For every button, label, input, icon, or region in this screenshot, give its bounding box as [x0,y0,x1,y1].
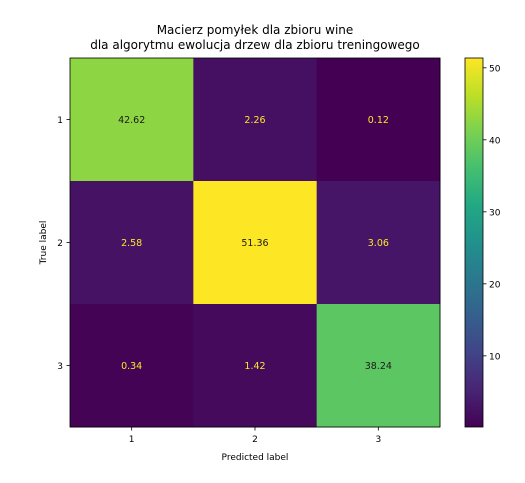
heatmap-cell [193,58,318,182]
cell-value-label: 42.62 [118,115,145,126]
colorbar-tick-label: 50 [489,64,501,74]
chart-title-line-2: dla algorytmu ewolucja drzew dla zbioru … [90,38,420,52]
colorbar-tick-label: 30 [489,208,501,218]
heatmap-cell [193,181,318,305]
heatmap-cells [70,58,441,428]
heatmap-cell [70,181,194,305]
cell-value-label: 38.24 [365,361,392,372]
heatmap-cell [316,181,441,305]
cell-value-label: 51.36 [241,238,268,249]
y-axis-label: True label [39,221,49,266]
cell-value-label: 0.34 [121,361,142,372]
y-tick-label: 3 [57,362,63,372]
heatmap-cell-labels: 42.62 2.26 0.12 2.58 51.36 3.06 0.34 1.42 38.24 [118,115,392,372]
y-tick-label: 2 [57,239,63,249]
cell-value-label: 2.26 [244,115,265,126]
y-axis-ticks: 1 2 3 [57,116,70,372]
heatmap-cell [316,58,441,182]
colorbar-ticks: 10 20 30 40 50 [483,64,501,362]
colorbar-tick-label: 40 [489,136,501,146]
cell-value-label: 2.58 [121,238,142,249]
colorbar-tick-label: 10 [489,352,501,362]
colorbar-tick-label: 20 [489,280,501,290]
colorbar [464,57,484,428]
heatmap-cell [70,304,194,428]
x-tick-label: 3 [375,435,381,445]
cell-value-label: 0.12 [368,115,389,126]
x-tick-label: 2 [252,435,258,445]
x-tick-label: 1 [129,435,135,445]
heatmap-cell [193,304,318,428]
heatmap-cell [316,304,441,428]
y-tick-label: 1 [57,116,63,126]
x-axis-label: Predicted label [222,453,289,463]
cell-value-label: 1.42 [244,361,265,372]
chart-title-line-1: Macierz pomyłek dla zbioru wine [157,23,354,37]
heatmap-cell [70,58,194,182]
x-axis-ticks: 1 2 3 [129,427,381,445]
cell-value-label: 3.06 [368,238,389,249]
